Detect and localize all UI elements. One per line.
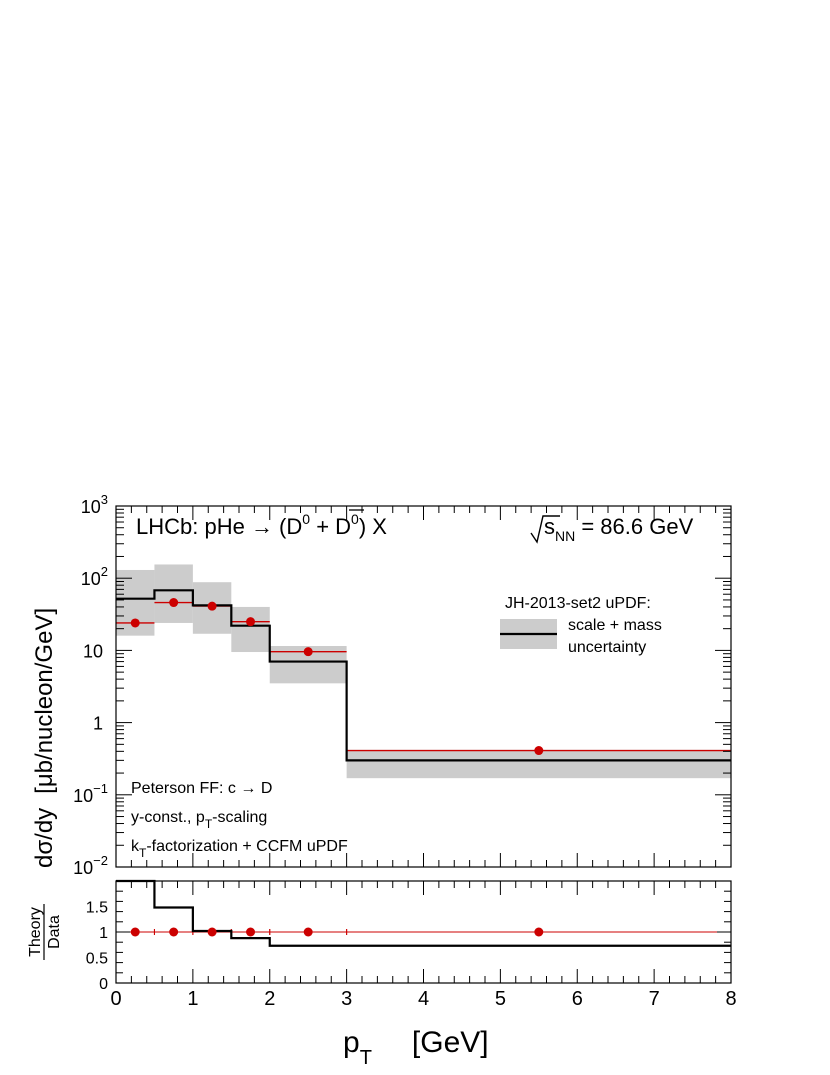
ratio-label-numerator: Theory (27, 907, 44, 957)
note-2: kT-factorization + CCFM uPDF (131, 838, 348, 860)
ratio-panel: 0 0.5 1 1.5 Theory Data (27, 879, 732, 994)
x-axis-label: pT [GeV] (343, 1026, 489, 1069)
main-ytick-label-3: 10 (83, 641, 103, 661)
main-axis-ticks (115, 506, 732, 868)
x-tick-label-1: 1 (187, 988, 198, 1010)
legend: JH-2013-set2 uPDF: scale + mass uncertai… (500, 595, 662, 656)
main-ytick-label-1: 10−1 (73, 781, 108, 806)
uncertainty-band-3 (231, 606, 270, 653)
ratio-point-5 (534, 927, 544, 937)
main-ytick-label-2: 1 (93, 714, 103, 734)
note-0: Peterson FF: c → D (131, 780, 272, 797)
ratio-point-1 (169, 927, 179, 937)
ratio-ytick-label-2: 1 (99, 925, 108, 942)
ratio-axis-ticks (115, 880, 732, 984)
energy-label: sNN = 86.6 GeV (544, 514, 694, 544)
uncertainty-bands (116, 564, 731, 779)
x-tick-label-5: 5 (495, 988, 506, 1010)
ratio-step-line (116, 879, 731, 947)
note-1: y-const., pT-scaling (131, 809, 267, 831)
ratio-points (130, 927, 544, 937)
legend-label-line2: uncertainty (568, 639, 646, 656)
ratio-ytick-label-1: 0.5 (86, 951, 108, 968)
ratio-y-axis-label: Theory Data (27, 904, 63, 960)
x-tick-label-4: 4 (418, 988, 429, 1010)
x-tick-label-2: 2 (264, 988, 275, 1010)
main-y-tick-labels: 10−2 10−1 1 10 102 103 (73, 492, 108, 878)
x-tick-label-6: 6 (572, 988, 583, 1010)
uncertainty-band-1 (154, 564, 193, 623)
main-ytick-label-4: 102 (81, 564, 108, 589)
x-tick-labels: 0 1 2 3 4 5 6 7 8 (110, 988, 736, 1010)
ratio-label-denominator: Data (46, 915, 63, 949)
main-panel: 10−2 10−1 1 10 102 103 LHCb: pHe → (D0 + D0) … (31, 492, 732, 878)
data-point-0 (130, 618, 140, 628)
ratio-point-4 (303, 927, 313, 937)
main-frame (115, 505, 732, 868)
data-point-3 (246, 617, 256, 627)
legend-title: JH-2013-set2 uPDF: (505, 595, 651, 612)
data-points (130, 598, 544, 756)
x-tick-label-8: 8 (725, 988, 736, 1010)
sqrt-sign (530, 515, 560, 544)
legend-label-line1: scale + mass (568, 617, 662, 634)
ratio-ytick-label-3: 1.5 (86, 900, 108, 917)
data-point-1 (169, 598, 179, 608)
ratio-ytick-label-0: 0 (99, 976, 108, 993)
main-title: LHCb: pHe → (D0 + D0) X (136, 511, 387, 539)
data-point-5 (534, 746, 544, 756)
ratio-y-tick-labels: 0 0.5 1 1.5 (86, 900, 108, 994)
x-tick-label-3: 3 (341, 988, 352, 1010)
x-tick-label-0: 0 (110, 988, 121, 1010)
data-point-2 (207, 601, 217, 611)
main-ytick-label-0: 10−2 (73, 853, 108, 878)
model-notes: Peterson FF: c → D y-const., pT-scaling kT… (131, 780, 348, 860)
ratio-point-2 (207, 927, 217, 937)
theory-step-line (116, 589, 731, 762)
x-tick-label-7: 7 (649, 988, 660, 1010)
ratio-point-0 (130, 927, 140, 937)
main-ytick-label-5: 103 (81, 492, 108, 517)
ratio-point-3 (246, 927, 256, 937)
data-point-4 (303, 647, 313, 657)
main-y-axis-label: dσ/dy[μb/nucleon/GeV] (31, 608, 58, 868)
